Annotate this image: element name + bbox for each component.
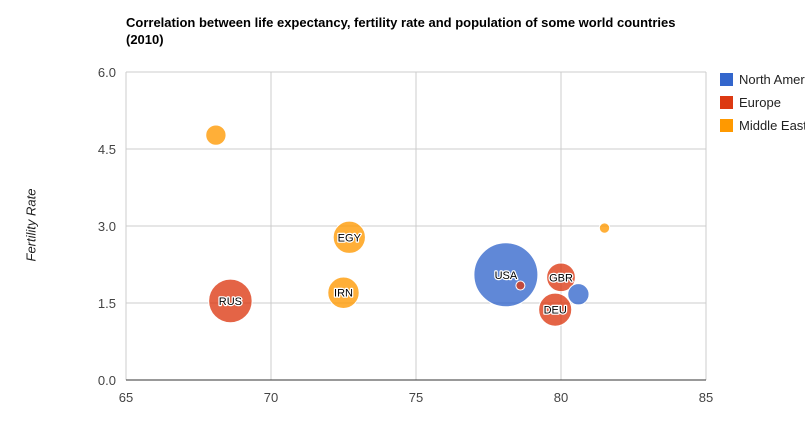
legend-item[interactable]: Europe [720,93,805,111]
bubble[interactable] [567,283,590,306]
bubble[interactable] [327,276,360,309]
x-tick-label: 80 [554,390,568,405]
legend-swatch [720,72,733,86]
legend-label: Europe [739,94,781,110]
legend: North America Europe Middle East [720,70,805,139]
gridlines [125,71,707,380]
y-tick-label: 6.0 [98,65,116,80]
x-tick-label: 85 [699,390,713,405]
y-tick-label: 0.0 [98,373,116,388]
bubble-label: USA [495,270,518,282]
bubble-label: DEU [544,305,567,317]
bubble[interactable] [205,124,227,146]
bubble-label: IRN [334,288,353,300]
bubbles [205,124,611,327]
bubble-label: EGY [338,232,362,244]
legend-swatch [720,118,733,132]
chart-title: Correlation between life expectancy, fer… [126,15,676,47]
legend-swatch [720,95,733,109]
legend-label: North America [739,71,805,87]
bubble-labels: USA RUS DEU EGY IRN GBR [218,231,575,318]
bubble[interactable] [538,292,573,327]
x-tick-label: 70 [264,390,278,405]
bubble[interactable] [515,280,526,291]
bubble-label: RUS [219,296,242,308]
legend-label: Middle East [739,117,805,133]
bubble[interactable] [208,278,253,324]
legend-item[interactable]: North America [720,70,805,88]
bubble-label: GBR [549,272,573,284]
bubble[interactable] [332,220,366,254]
y-tick-label: 3.0 [98,219,116,234]
y-tick-label: 4.5 [98,142,116,157]
bubble[interactable] [473,242,539,308]
axes: 0.0 1.5 3.0 4.5 6.0 65 70 75 80 85 [98,65,713,405]
bubble[interactable] [546,262,576,293]
x-tick-label: 65 [119,390,133,405]
y-tick-label: 1.5 [98,296,116,311]
bubble[interactable] [598,222,611,234]
legend-item[interactable]: Middle East [720,116,805,134]
x-tick-label: 75 [409,390,423,405]
